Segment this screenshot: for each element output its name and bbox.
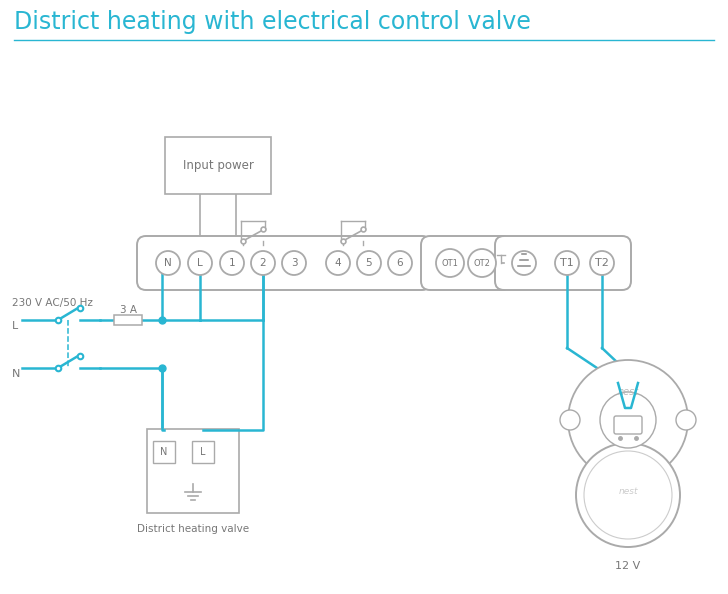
Text: T1: T1 [560,258,574,268]
Circle shape [600,392,656,448]
Text: OT1: OT1 [442,258,459,267]
Circle shape [436,249,464,277]
Text: L: L [12,321,18,331]
Text: 2: 2 [260,258,266,268]
Text: nest: nest [618,486,638,495]
Circle shape [512,251,536,275]
Circle shape [468,249,496,277]
Text: 3: 3 [290,258,297,268]
Circle shape [220,251,244,275]
Circle shape [676,410,696,430]
FancyBboxPatch shape [495,236,631,290]
Text: nest: nest [617,387,638,397]
Circle shape [584,451,672,539]
FancyBboxPatch shape [153,441,175,463]
Text: District heating valve: District heating valve [137,524,249,534]
Text: 5: 5 [365,258,372,268]
FancyBboxPatch shape [137,236,431,290]
FancyBboxPatch shape [114,315,142,325]
Circle shape [188,251,212,275]
Text: L: L [200,447,206,457]
Circle shape [282,251,306,275]
Circle shape [576,443,680,547]
Text: 6: 6 [397,258,403,268]
Text: L: L [197,258,203,268]
Circle shape [357,251,381,275]
Circle shape [590,251,614,275]
Circle shape [388,251,412,275]
Text: OT2: OT2 [473,258,491,267]
Text: District heating with electrical control valve: District heating with electrical control… [14,10,531,34]
Text: N: N [160,447,167,457]
Text: 3 A: 3 A [119,305,137,315]
Text: 4: 4 [335,258,341,268]
Text: 230 V AC/50 Hz: 230 V AC/50 Hz [12,298,93,308]
Text: N: N [12,369,20,379]
Text: 12 V: 12 V [615,561,641,571]
FancyBboxPatch shape [165,137,271,194]
Text: 1: 1 [229,258,235,268]
Circle shape [156,251,180,275]
Text: Input power: Input power [183,159,253,172]
FancyBboxPatch shape [147,429,239,513]
FancyBboxPatch shape [614,416,642,434]
Circle shape [555,251,579,275]
FancyBboxPatch shape [192,441,214,463]
Circle shape [251,251,275,275]
Text: T2: T2 [595,258,609,268]
FancyBboxPatch shape [421,236,511,290]
Text: N: N [164,258,172,268]
Circle shape [326,251,350,275]
Circle shape [568,360,688,480]
Circle shape [560,410,580,430]
